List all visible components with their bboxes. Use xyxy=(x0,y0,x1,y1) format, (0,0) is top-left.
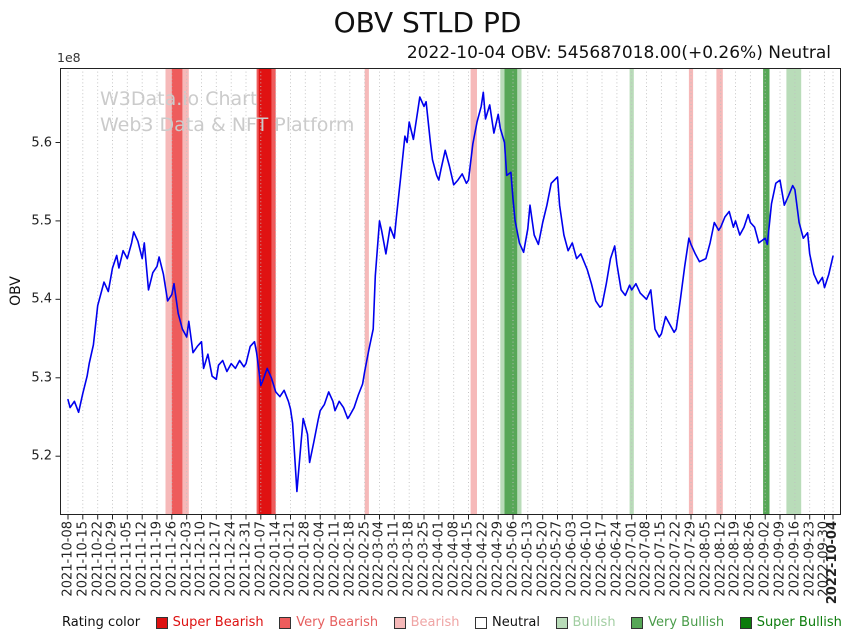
legend-swatch-very-bullish xyxy=(631,616,644,629)
rating-band xyxy=(470,68,477,515)
legend-swatch-very-bearish xyxy=(279,616,292,629)
x-tick-label: 2022-07-01 xyxy=(624,521,640,597)
rating-band xyxy=(716,68,723,515)
x-tick-label: 2022-09-23 xyxy=(802,521,818,597)
x-tick-label: 2021-10-08 xyxy=(60,521,76,597)
legend-item-label: Super Bearish xyxy=(172,615,264,630)
legend-item-label: Bullish xyxy=(572,615,616,630)
x-tick-label: 2021-12-03 xyxy=(179,521,195,597)
x-tick-label: 2022-08-05 xyxy=(698,521,714,597)
x-tick-label: 2022-09-02 xyxy=(757,521,773,597)
legend-item-bearish: Bearish xyxy=(393,615,460,630)
x-tick-label: 2022-05-13 xyxy=(520,521,536,597)
chart-subtitle: 2022-10-04 OBV: 545687018.00(+0.26%) Neu… xyxy=(406,43,831,63)
x-tick-label: 2022-07-29 xyxy=(683,521,699,597)
y-tick-label: 5.2 xyxy=(31,448,52,464)
y-tick-label: 5.4 xyxy=(31,291,52,307)
x-tick-label: 2021-11-26 xyxy=(164,521,180,597)
x-tick-label: 2022-05-20 xyxy=(535,521,551,597)
x-tick-label: 2022-01-28 xyxy=(297,521,313,597)
y-tick-label: 5.5 xyxy=(31,213,52,229)
x-tick-label: 2022-08-19 xyxy=(728,521,744,597)
rating-band xyxy=(258,68,272,515)
x-tick-label: 2022-04-22 xyxy=(475,521,491,597)
legend-swatch-super-bullish xyxy=(739,616,752,629)
x-tick-label: 2022-02-18 xyxy=(342,521,358,597)
x-tick-label: 2022-01-14 xyxy=(268,521,284,597)
x-tick-label: 2021-12-24 xyxy=(223,521,239,597)
x-tick-label: 2021-11-19 xyxy=(149,521,165,597)
legend-item-label: Very Bullish xyxy=(648,615,725,630)
legend-swatch-neutral xyxy=(475,616,488,629)
legend-item-bullish: Bullish xyxy=(555,615,616,630)
x-tick-label: 2022-08-26 xyxy=(742,521,758,597)
legend-item-label: Super Bullish xyxy=(756,615,842,630)
x-tick-label: 2022-09-09 xyxy=(772,521,788,597)
legend-swatch-super-bearish xyxy=(155,616,168,629)
x-tick-label: 2021-12-31 xyxy=(238,521,254,597)
x-tick-label: 2022-06-10 xyxy=(579,521,595,597)
x-tick-label: 2021-11-05 xyxy=(119,521,135,597)
legend-label: Rating color xyxy=(62,615,141,630)
x-tick-label: 2022-07-22 xyxy=(668,521,684,597)
x-tick-label: 2021-10-22 xyxy=(90,521,106,597)
rating-band xyxy=(763,68,770,515)
x-tick-label: 2021-11-12 xyxy=(134,521,150,597)
legend-swatch-bullish xyxy=(555,616,568,629)
legend-item-very-bearish: Very Bearish xyxy=(279,615,378,630)
y-axis-offset-label: 1e8 xyxy=(57,50,81,65)
legend-item-neutral: Neutral xyxy=(475,615,540,630)
plot-area xyxy=(55,68,841,520)
x-tick-label: 2022-01-21 xyxy=(283,521,299,597)
legend-item-super-bullish: Super Bullish xyxy=(739,615,842,630)
x-tick-label: 2021-12-10 xyxy=(194,521,210,597)
x-tick-label: 2022-02-04 xyxy=(312,521,328,597)
y-tick-label: 5.6 xyxy=(31,135,52,150)
x-tick-label: 2022-04-29 xyxy=(490,521,506,597)
rating-band xyxy=(786,68,802,515)
x-tick-label: 2021-12-17 xyxy=(208,521,224,597)
x-tick-label: 2022-04-08 xyxy=(446,521,462,597)
x-tick-label: 2022-03-11 xyxy=(386,521,402,597)
x-tick-label: 2022-03-25 xyxy=(416,521,432,597)
legend-item-label: Neutral xyxy=(492,615,541,630)
legend-swatch-bearish xyxy=(393,616,406,629)
x-tick-label: 2022-10-04 xyxy=(825,521,841,605)
chart-canvas xyxy=(55,68,841,520)
x-tick-label: 2022-06-17 xyxy=(594,521,610,597)
x-tick-label: 2022-07-15 xyxy=(653,521,669,597)
x-tick-label: 2022-05-27 xyxy=(550,521,566,597)
rating-band xyxy=(171,68,183,515)
legend-item-super-bearish: Super Bearish xyxy=(155,615,264,630)
x-tick-label: 2021-10-15 xyxy=(75,521,91,597)
x-tick-label: 2022-02-11 xyxy=(327,521,343,597)
x-tick-label: 2022-02-25 xyxy=(357,521,373,597)
x-tick-label: 2022-04-01 xyxy=(431,521,447,597)
y-tick-label: 5.3 xyxy=(31,370,52,386)
obv-line xyxy=(67,91,834,493)
x-tick-label: 2022-01-07 xyxy=(253,521,269,597)
x-tick-label: 2022-03-18 xyxy=(401,521,417,597)
plot-border xyxy=(60,68,841,515)
legend-item-label: Very Bearish xyxy=(296,615,379,630)
rating-band xyxy=(364,68,369,515)
x-tick-label: 2022-03-04 xyxy=(372,521,388,597)
x-tick-label: 2022-09-16 xyxy=(787,521,803,597)
rating-legend: Rating color Super Bearish Very Bearish Be… xyxy=(62,615,842,630)
x-tick-label: 2022-08-12 xyxy=(713,521,729,597)
x-tick-label: 2022-06-24 xyxy=(609,521,625,597)
x-tick-label: 2021-10-29 xyxy=(105,521,121,597)
legend-item-label: Bearish xyxy=(410,615,460,630)
x-tick-label: 2022-06-03 xyxy=(564,521,580,597)
x-tick-label: 2022-05-06 xyxy=(505,521,521,597)
rating-band xyxy=(504,68,518,515)
x-tick-label: 2022-07-08 xyxy=(639,521,655,597)
legend-item-very-bullish: Very Bullish xyxy=(631,615,724,630)
x-tick-label: 2022-04-15 xyxy=(461,521,477,597)
chart-title: OBV STLD PD xyxy=(333,6,522,39)
